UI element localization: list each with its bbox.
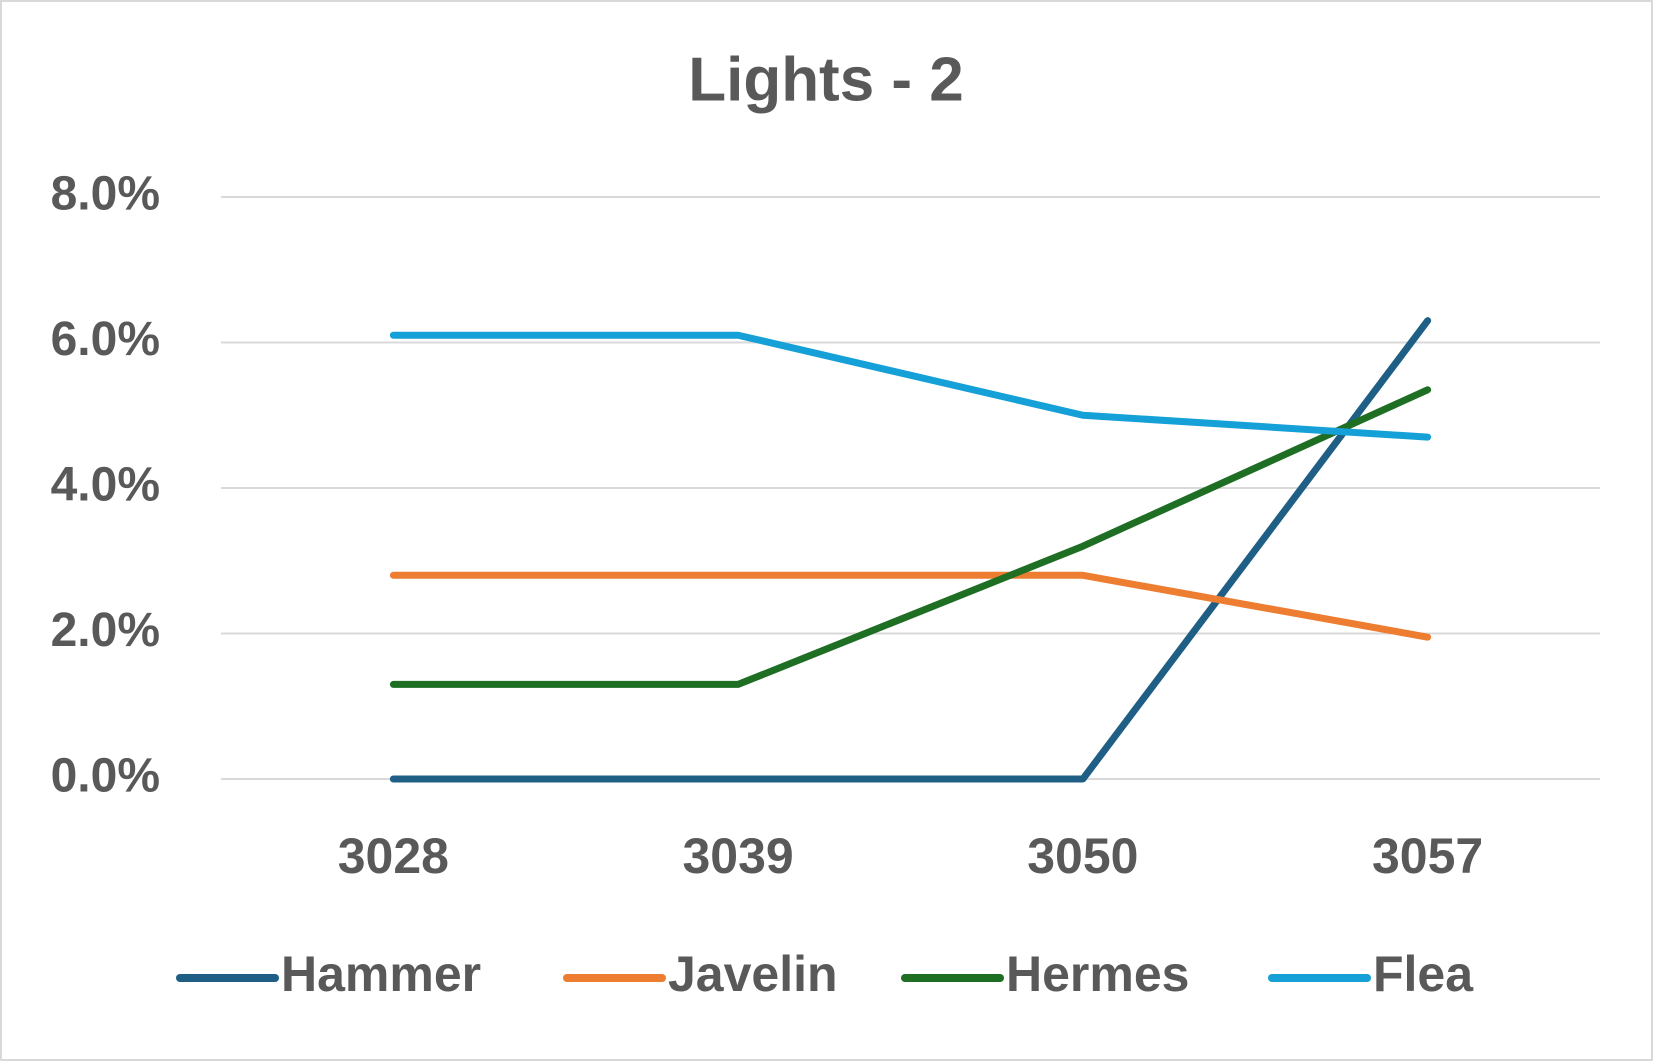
y-tick-label: 4.0% xyxy=(51,459,160,512)
series-line xyxy=(389,317,1432,783)
x-tick-label: 3057 xyxy=(1372,828,1483,884)
y-tick-label: 8.0% xyxy=(51,168,160,221)
x-tick-label: 3039 xyxy=(683,828,794,884)
y-tick-label: 2.0% xyxy=(51,604,160,657)
series-line xyxy=(389,571,1432,641)
series-line xyxy=(389,386,1432,688)
legend-label: Flea xyxy=(1373,946,1474,1002)
legend-label: Hammer xyxy=(281,946,481,1002)
legend-label: Javelin xyxy=(668,946,838,1002)
x-tick-label: 3050 xyxy=(1027,828,1138,884)
series-line xyxy=(389,331,1432,441)
chart-title: Lights - 2 xyxy=(688,45,964,114)
y-tick-label: 0.0% xyxy=(51,750,160,803)
legend-label: Hermes xyxy=(1006,946,1189,1002)
x-tick-label: 3028 xyxy=(338,828,449,884)
y-tick-label: 6.0% xyxy=(51,313,160,366)
